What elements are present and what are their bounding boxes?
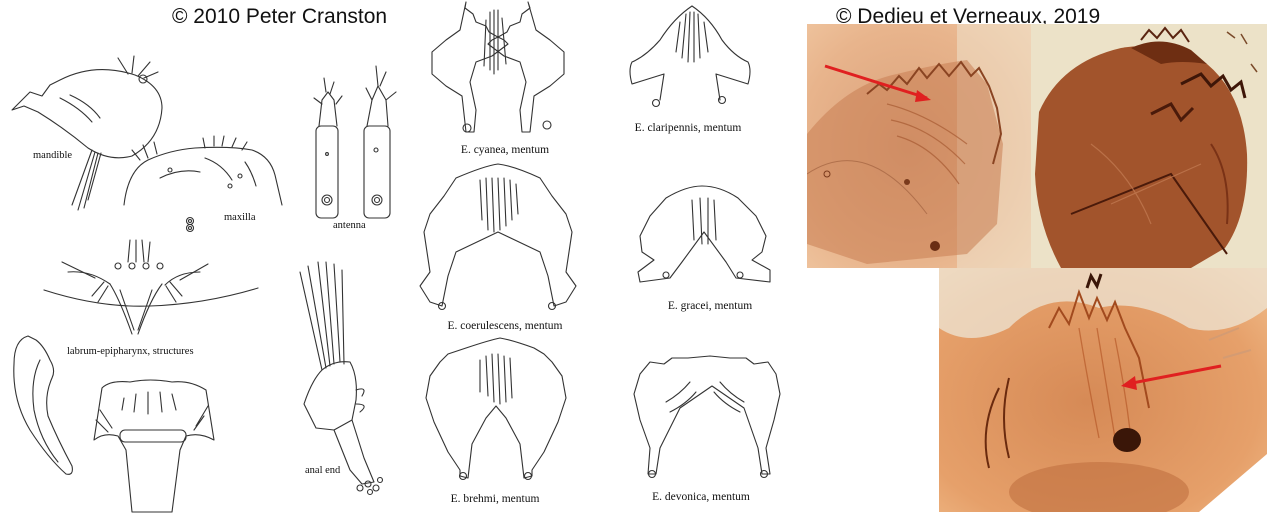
maxilla-drawing: [123, 135, 283, 233]
mentum-cyanea-drawing: [431, 1, 565, 133]
label-maxilla: maxilla: [224, 212, 256, 223]
mandible-drawing: [11, 55, 163, 211]
caption-e-claripennis: E. claripennis, mentum: [634, 122, 742, 134]
label-labrum-epipharynx: labrum-epipharynx, structures: [67, 346, 194, 357]
caption-e-cyanea: E. cyanea, mentum: [460, 144, 550, 156]
micrograph-mentum-closeup-photo: [939, 268, 1267, 512]
labrum-hook-drawing: [13, 335, 73, 475]
credit-cranston: © 2010 Peter Cranston: [172, 5, 388, 28]
mentum-brehmi-drawing: [425, 337, 567, 481]
mentum-devonica-drawing: [633, 355, 781, 479]
mentum-coerulescens-drawing: [419, 163, 577, 311]
mentum-claripennis-drawing: [629, 5, 751, 108]
micrograph-head-capsule-photo: [1031, 24, 1267, 268]
caption-e-devonica: E. devonica, mentum: [652, 491, 750, 503]
anal-end-drawing: [299, 261, 384, 496]
premandible-drawing: [93, 379, 215, 513]
credit-dedieu-verneaux: © Dedieu et Verneaux, 2019: [836, 5, 1101, 28]
antenna-drawing: [313, 65, 397, 219]
micrograph-mentum-photo: [807, 24, 1031, 268]
mentum-gracei-drawing: [637, 185, 771, 283]
labrum-drawing: [43, 239, 259, 335]
caption-e-coerulescens: E. coerulescens, mentum: [447, 320, 563, 332]
caption-e-gracei: E. gracei, mentum: [667, 300, 753, 312]
caption-e-brehmi: E. brehmi, mentum: [450, 493, 540, 505]
label-mandible: mandible: [33, 150, 73, 161]
label-antenna: antenna: [333, 220, 366, 231]
label-anal-end: anal end: [305, 465, 341, 476]
